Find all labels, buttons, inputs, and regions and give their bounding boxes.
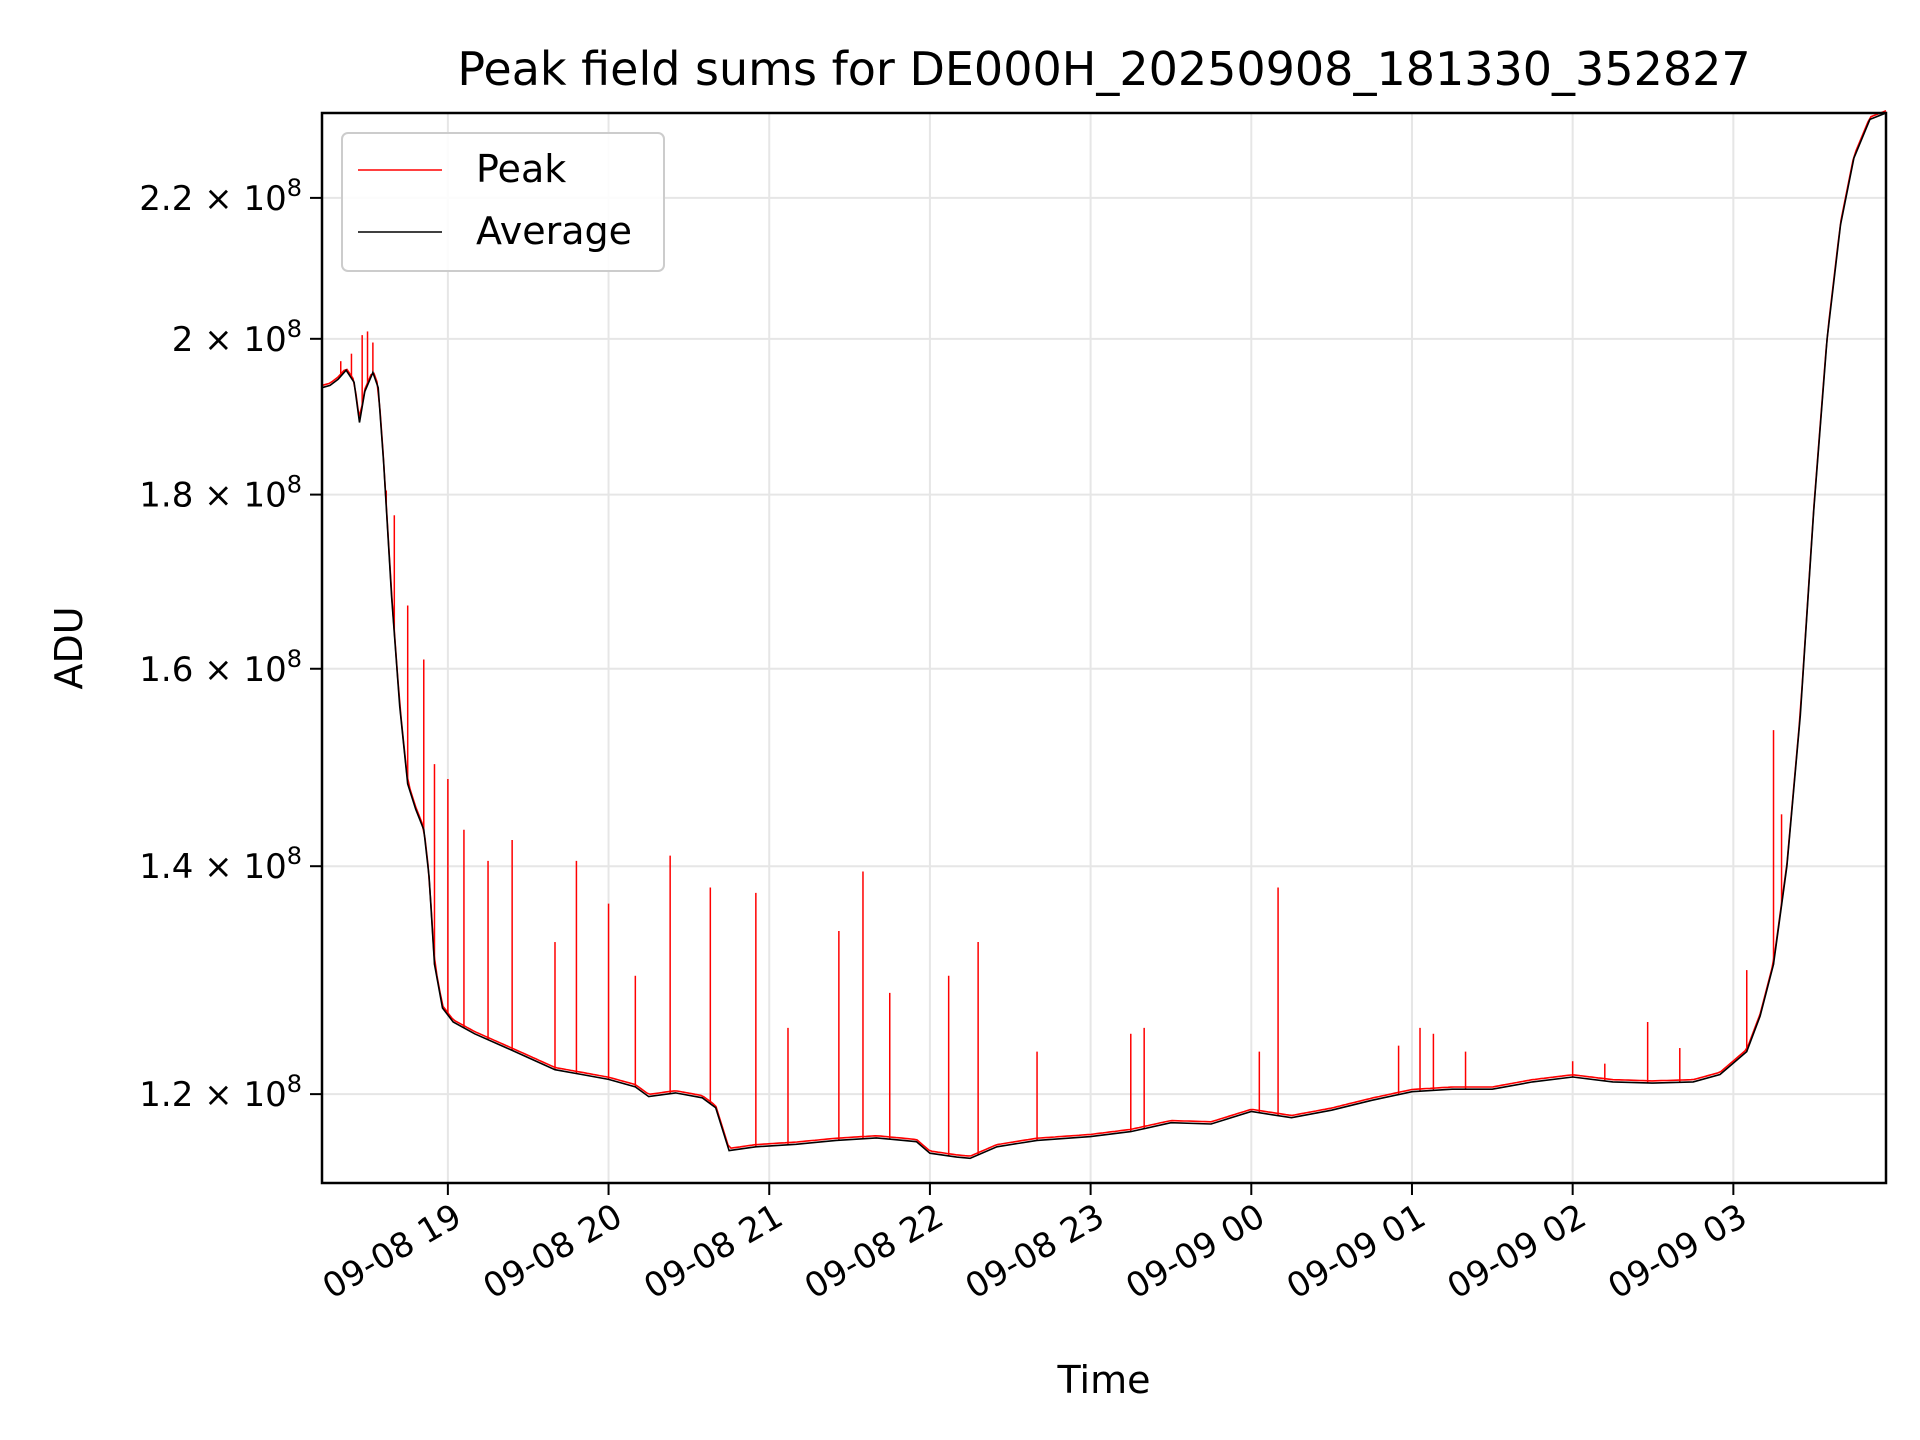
y-tick-label: 1.4 × 108 <box>139 842 302 887</box>
y-tick-label: 2 × 108 <box>172 315 302 360</box>
x-axis-label: Time <box>1057 1358 1151 1402</box>
y-tick-label: 2.2 × 108 <box>139 174 302 219</box>
y-axis: 1.2 × 108 1.4 × 108 1.6 × 108 1.8 × 108 2 × … <box>139 174 322 1115</box>
y-axis-label: ADU <box>47 606 91 689</box>
y-tick-label: 1.6 × 108 <box>139 645 302 690</box>
legend-peak-label: Peak <box>476 147 566 191</box>
peak-series-line <box>322 110 1887 1157</box>
average-series-line <box>321 112 1887 1160</box>
y-tick-label: 1.8 × 108 <box>139 471 302 516</box>
plot-frame <box>320 111 1888 1185</box>
legend-box <box>341 132 665 272</box>
grid <box>322 113 1886 1183</box>
plot-area <box>321 110 1887 1160</box>
chart-title: Peak field sums for DE000H_20250908_1813… <box>457 42 1750 96</box>
legend: Peak Average <box>341 132 665 272</box>
y-tick-label: 1.2 × 108 <box>139 1070 302 1115</box>
legend-average-label: Average <box>476 209 632 253</box>
